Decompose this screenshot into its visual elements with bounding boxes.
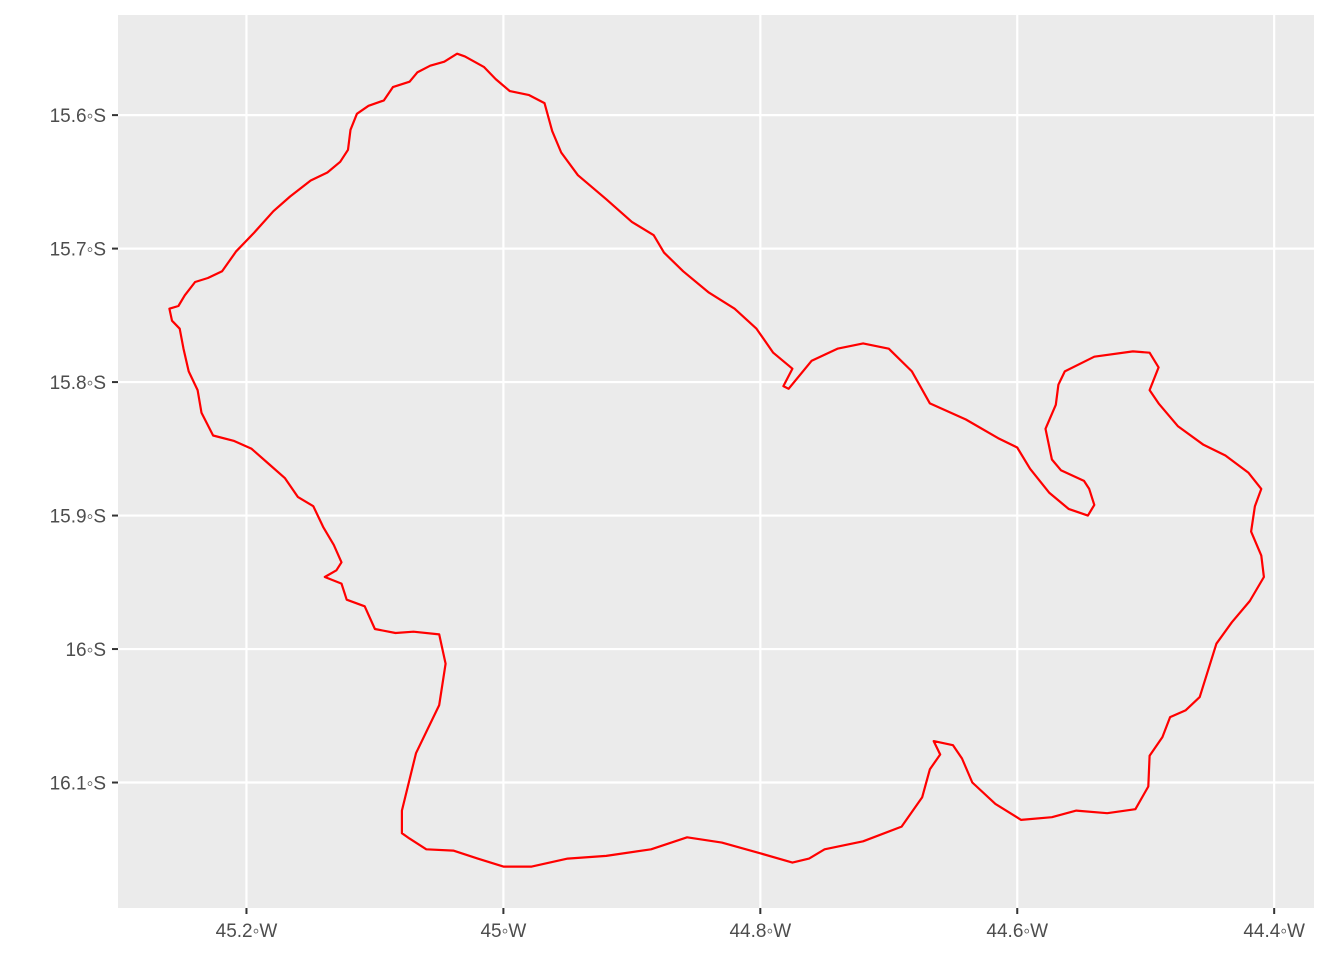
gridlines: [118, 15, 1314, 908]
x-tick-label: 44.8◦W: [729, 921, 791, 942]
x-tick-label: 44.4◦W: [1243, 921, 1305, 942]
y-tick-label: 16.1◦S: [50, 774, 106, 795]
y-tick-label: 15.9◦S: [50, 507, 106, 528]
y-tick-label: 15.8◦S: [50, 373, 106, 394]
region-boundary: [168, 52, 1265, 868]
y-axis: 15.6◦S 15.7◦S 15.8◦S 15.9◦S 16◦S 16.1◦S: [50, 106, 118, 795]
x-tick-label: 45◦W: [480, 921, 526, 942]
x-tick-label: 45.2◦W: [216, 921, 278, 942]
x-tick-label: 44.6◦W: [986, 921, 1048, 942]
x-axis: 45.2◦W 45◦W 44.8◦W 44.6◦W 44.4◦W: [216, 908, 1305, 942]
y-tick-label: 16◦S: [65, 640, 106, 661]
y-tick-label: 15.7◦S: [50, 240, 106, 261]
map-panel: [118, 15, 1314, 908]
y-tick-label: 15.6◦S: [50, 106, 106, 127]
